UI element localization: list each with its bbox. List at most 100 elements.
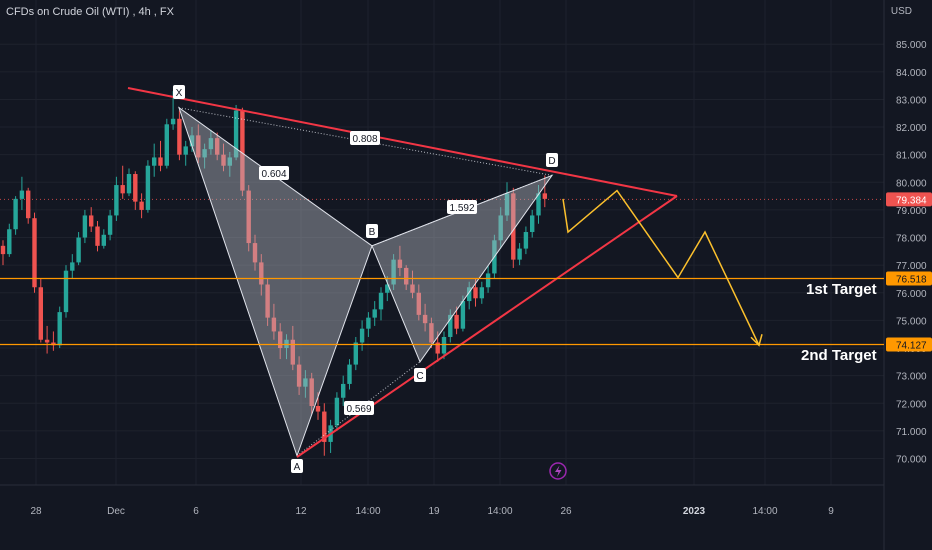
- second-target-label: 2nd Target: [801, 347, 877, 364]
- symbol-title: CFDs on Crude Oil (WTI), 4h, FX: [6, 6, 174, 18]
- pattern-point-label-box: [173, 85, 185, 99]
- price-tag-box: [886, 271, 932, 286]
- candle-body: [517, 248, 522, 260]
- pattern-point-b-label: B: [369, 227, 376, 238]
- candle-body: [0, 245, 6, 255]
- candle-body: [152, 157, 157, 166]
- candle-body: [378, 292, 384, 310]
- candle-body: [441, 336, 447, 354]
- candle-body: [523, 232, 529, 249]
- price-tick-label: 79.000: [896, 206, 927, 217]
- candle-body: [315, 406, 321, 412]
- candle-body: [416, 292, 421, 315]
- candle-body: [26, 190, 31, 219]
- candle-body: [404, 267, 409, 285]
- symbol-name: CFDs on Crude Oil (WTI): [6, 6, 130, 18]
- candle-body: [259, 262, 264, 285]
- candle-body: [435, 342, 440, 354]
- candle-body: [467, 287, 472, 302]
- candle-body: [511, 193, 516, 260]
- candle-body: [57, 312, 62, 346]
- candle-body: [271, 317, 277, 332]
- pattern-point-label-box: [366, 224, 378, 238]
- candle-body: [278, 331, 283, 349]
- candle-body: [139, 201, 144, 210]
- pattern-point-label-box: [546, 153, 558, 167]
- candle-body: [44, 339, 50, 343]
- time-tick-label: 14:00: [487, 506, 512, 517]
- candle-body: [347, 364, 352, 384]
- candle-body: [126, 174, 132, 194]
- candle-body: [284, 339, 289, 349]
- projection-arrowhead: [750, 334, 763, 347]
- candle-body: [473, 287, 478, 299]
- pattern-point-x-label: X: [176, 88, 183, 99]
- ratio-label-box: [447, 200, 477, 214]
- time-tick-label: 14:00: [355, 506, 380, 517]
- candlestick-series: [0, 91, 547, 456]
- price-tag-label: 74.127: [896, 341, 927, 352]
- candle-body: [240, 110, 245, 191]
- ratio-label: 0.569: [346, 404, 371, 415]
- candle-body: [227, 157, 232, 166]
- candle-body: [70, 262, 75, 271]
- candle-body: [265, 284, 270, 318]
- candle-body: [95, 226, 100, 246]
- candle-body: [334, 397, 340, 426]
- pattern-point-label-box: [291, 459, 303, 473]
- price-tag-label: 76.518: [896, 274, 927, 285]
- candle-body: [366, 317, 371, 329]
- candle-body: [530, 215, 535, 233]
- candle-body: [13, 198, 18, 230]
- time-tick-label: 6: [193, 506, 199, 517]
- ratio-label: 0.808: [352, 134, 377, 145]
- time-tick-label: 14:00: [752, 506, 777, 517]
- ratio-label-box: [344, 401, 374, 415]
- pattern-point-labels: X A B C D: [173, 85, 558, 473]
- candle-body: [498, 215, 503, 241]
- candle-body: [290, 339, 295, 365]
- price-tick-label: 81.000: [896, 151, 927, 162]
- target-lines: [0, 277, 884, 346]
- candle-body: [536, 193, 541, 216]
- projection-line[interactable]: [562, 189, 760, 346]
- upper-trendline[interactable]: [127, 87, 678, 197]
- separator: ,: [132, 6, 136, 18]
- event-icons: [549, 462, 567, 480]
- candle-body: [429, 323, 434, 343]
- candle-body: [114, 185, 119, 216]
- candle-body: [158, 157, 163, 166]
- candle-body: [296, 364, 302, 387]
- price-tick-label: 82.000: [896, 123, 927, 134]
- time-tick-label: 12: [295, 506, 307, 517]
- candle-body: [177, 118, 182, 155]
- candle-body: [322, 411, 327, 442]
- time-tick-label: Dec: [107, 506, 125, 517]
- pattern-point-c-label: C: [416, 371, 423, 382]
- price-tick-label: 78.000: [896, 234, 927, 245]
- candle-body: [189, 135, 195, 147]
- price-tick-label: 72.000: [896, 399, 927, 410]
- first-target-label: 1st Target: [806, 281, 877, 298]
- interval-label: 4h: [138, 6, 151, 18]
- lightning-bolt-glyph: [555, 465, 562, 477]
- price-tick-label: 75.000: [896, 316, 927, 327]
- candle-body: [341, 383, 346, 398]
- candle-body: [233, 110, 239, 158]
- candle-body: [63, 270, 69, 313]
- price-tick-label: 84.000: [896, 68, 927, 79]
- candle-body: [309, 378, 314, 407]
- time-axis[interactable]: 28 Dec 6 12 14:00 19 14:00 26 2023 14:00 9: [30, 506, 834, 517]
- ratio-label: 0.604: [261, 169, 286, 180]
- ratio-label: 1.592: [449, 203, 474, 214]
- price-tick-label: 70.000: [896, 455, 927, 466]
- candle-body: [120, 185, 125, 194]
- candle-body: [385, 284, 390, 293]
- price-tick-label: 73.000: [896, 372, 927, 383]
- price-axis[interactable]: 70.00071.00072.00073.00074.00075.00076.0…: [886, 40, 932, 466]
- candle-body: [504, 193, 510, 216]
- candle-body: [76, 237, 81, 263]
- candle-body: [215, 138, 220, 155]
- candle-body: [246, 190, 251, 244]
